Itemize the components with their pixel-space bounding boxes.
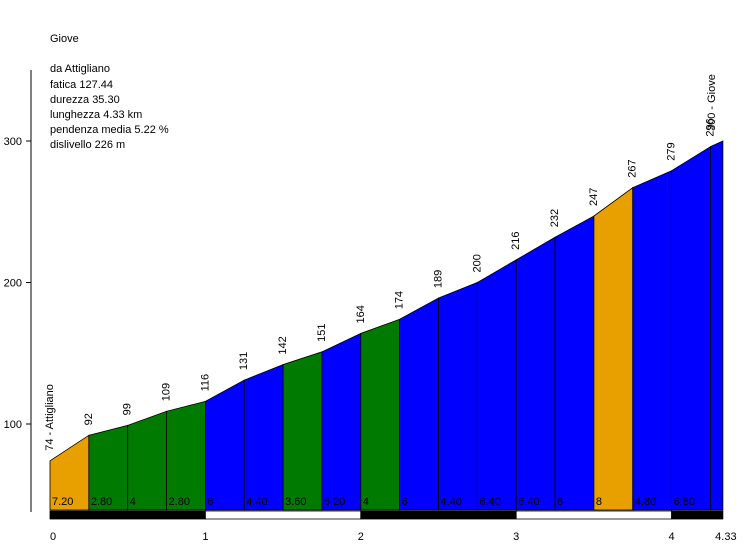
profile-segment [554, 215, 595, 511]
grade-label: 6.80 [674, 496, 695, 508]
grade-label: 6.40 [518, 496, 539, 508]
profile-segment [710, 140, 724, 511]
altitude-label: 189 [433, 270, 445, 288]
profile-segment [399, 297, 439, 511]
durezza-value: durezza 35.30 [50, 94, 120, 106]
y-tick-label: 200 [4, 278, 22, 290]
dislivello-value: dislivello 226 m [50, 139, 126, 151]
altitude-label: 109 [161, 383, 173, 401]
x-tick-label: 4.33 [715, 531, 736, 543]
altitude-label: 99 [122, 403, 134, 415]
grade-label: 4 [363, 496, 369, 508]
altitude-label: 74 - Attigliano [44, 384, 56, 451]
grade-label: 6.40 [479, 496, 500, 508]
altitude-label: 300 - Giove [706, 74, 718, 131]
grade-label: 3.60 [285, 496, 306, 508]
altitude-label: 232 [549, 209, 561, 227]
climb-start: da Attigliano [50, 63, 110, 75]
x-ticks: 0 1 2 3 4 4.33 [50, 531, 737, 543]
climb-name: Giove [50, 33, 79, 45]
altitude-label: 247 [588, 188, 600, 206]
km-bar-segment [515, 510, 673, 520]
profile-segment [515, 236, 556, 511]
grade-label: 4.80 [635, 496, 656, 508]
profile-segment [243, 363, 284, 511]
grade-label: 8 [596, 496, 602, 508]
grade-label: 5.20 [324, 496, 345, 508]
profile-segment [593, 186, 634, 511]
profile-segment [438, 281, 478, 511]
grade-label: 4.40 [246, 496, 267, 508]
km-bar-segment [49, 510, 206, 520]
x-tick-label: 2 [358, 531, 364, 543]
y-tick-label: 300 [4, 136, 22, 148]
x-tick-label: 0 [50, 531, 56, 543]
altitude-label: 279 [666, 142, 678, 160]
profile-segment [166, 400, 206, 511]
altitude-labels: 74 - Attigliano 92 99 109 116 131 142 151 164 174… [44, 74, 718, 451]
x-tick-label: 1 [202, 531, 208, 543]
altitude-label: 92 [83, 413, 95, 425]
altitude-label: 200 [471, 254, 483, 272]
altitude-label: 267 [627, 159, 639, 177]
altitude-label: 151 [316, 323, 328, 341]
km-bar-segment [204, 510, 362, 520]
grade-label: 2.80 [91, 496, 112, 508]
altitude-label: 142 [277, 336, 289, 354]
grade-label: 2.80 [169, 496, 190, 508]
grade-label: 6 [207, 496, 213, 508]
profile-segment [360, 318, 401, 511]
grade-label: 4.40 [441, 496, 462, 508]
fatica-value: fatica 127.44 [50, 79, 113, 91]
y-tick-label: 100 [4, 419, 22, 431]
altitude-label: 116 [199, 374, 211, 392]
profile-segment [476, 259, 517, 511]
km-bar [49, 510, 724, 520]
grade-label: 6 [557, 496, 563, 508]
profile-segment [671, 145, 711, 511]
profile-segment [321, 332, 362, 511]
y-ticks: 100 200 300 [4, 136, 31, 431]
profile-segments [49, 140, 724, 511]
grade-label: 4 [130, 496, 136, 508]
altitude-label: 131 [238, 352, 250, 370]
lunghezza-value: lunghezza 4.33 km [50, 109, 143, 121]
pendenza-value: pendenza media 5.22 % [50, 124, 169, 136]
altitude-label: 164 [355, 305, 367, 323]
km-bar-segment [360, 510, 517, 520]
altitude-label: 296 [704, 118, 716, 136]
x-tick-label: 3 [513, 531, 519, 543]
grade-label: 7.20 [52, 496, 73, 508]
grade-label: 6 [402, 496, 408, 508]
altitude-label: 174 [394, 291, 406, 309]
profile-segment [632, 170, 672, 511]
altitude-label: 216 [510, 232, 522, 250]
km-bar-segment [671, 510, 724, 520]
grade-labels: 7.20 2.80 4 2.80 6 4.40 3.60 5.20 4 6 4.40 6.40 6.40… [52, 496, 695, 508]
profile-segment [205, 379, 245, 511]
x-tick-label: 4 [669, 531, 675, 543]
profile-segment [282, 351, 323, 511]
